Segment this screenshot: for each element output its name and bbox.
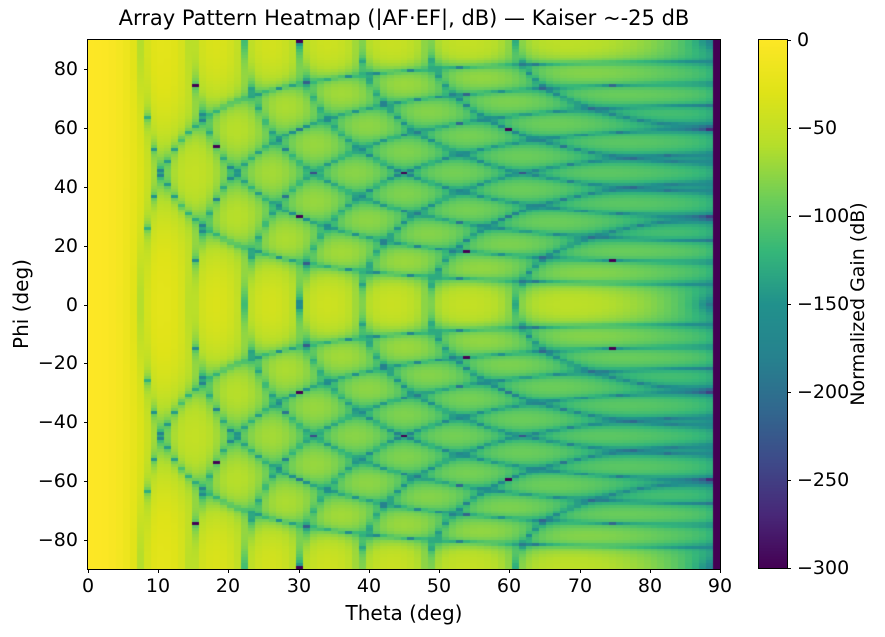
- y-axis-tick-label: 20: [53, 235, 78, 257]
- colorbar-tick: [787, 480, 791, 481]
- x-axis-tick: [720, 569, 721, 573]
- colorbar-tick: [787, 216, 791, 217]
- y-axis-tick: [84, 187, 88, 188]
- colorbar-tick-label: −200: [797, 381, 850, 403]
- x-axis-tick-label: 60: [496, 575, 522, 597]
- y-axis-tick-label: −80: [37, 529, 78, 551]
- x-axis-tick-label: 30: [286, 575, 312, 597]
- y-axis-tick-label: 40: [53, 176, 78, 198]
- y-axis-tick-label: −60: [37, 470, 78, 492]
- x-axis-tick: [650, 569, 651, 573]
- colorbar-tick-label: 0: [797, 29, 810, 51]
- x-axis-tick: [228, 569, 229, 573]
- x-axis-tick: [369, 569, 370, 573]
- x-axis-tick-label: 90: [707, 575, 733, 597]
- x-axis-label: Theta (deg): [345, 601, 463, 625]
- y-axis-tick: [84, 540, 88, 541]
- y-axis-tick-label: 80: [53, 58, 78, 80]
- y-axis-tick-label: 60: [53, 117, 78, 139]
- x-axis-tick-label: 10: [145, 575, 171, 597]
- colorbar-tick: [787, 128, 791, 129]
- x-axis-tick: [509, 569, 510, 573]
- x-axis-tick: [439, 569, 440, 573]
- y-axis-tick: [84, 422, 88, 423]
- colorbar-tick-label: −300: [797, 557, 850, 579]
- colorbar-canvas: [759, 40, 787, 568]
- colorbar-tick: [787, 392, 791, 393]
- x-axis-tick-label: 40: [356, 575, 382, 597]
- y-axis-tick: [84, 128, 88, 129]
- x-axis-tick-label: 70: [567, 575, 593, 597]
- colorbar-tick-label: −150: [797, 293, 850, 315]
- x-axis-tick: [580, 569, 581, 573]
- x-axis-tick-label: 80: [637, 575, 663, 597]
- y-axis-tick-label: −40: [37, 411, 78, 433]
- colorbar-tick: [787, 304, 791, 305]
- y-axis-tick-label: 0: [65, 294, 78, 316]
- x-axis-tick: [88, 569, 89, 573]
- chart-title: Array Pattern Heatmap (|AF·EF|, dB) — Ka…: [118, 6, 690, 30]
- colorbar-tick-label: −100: [797, 205, 850, 227]
- x-axis-tick-label: 50: [426, 575, 452, 597]
- y-axis-tick: [84, 481, 88, 482]
- y-axis-tick: [84, 69, 88, 70]
- x-axis-tick: [299, 569, 300, 573]
- y-axis-tick: [84, 305, 88, 306]
- heatmap-canvas: [88, 40, 720, 569]
- colorbar-tick: [787, 40, 791, 41]
- y-axis-tick: [84, 246, 88, 247]
- x-axis-tick-label: 0: [81, 575, 95, 597]
- colorbar-tick-label: −50: [797, 117, 838, 139]
- colorbar-tick: [787, 568, 791, 569]
- x-axis-tick: [158, 569, 159, 573]
- x-axis-tick-label: 20: [215, 575, 241, 597]
- y-axis-tick: [84, 363, 88, 364]
- colorbar-tick-label: −250: [797, 469, 850, 491]
- y-axis-tick-label: −20: [37, 352, 78, 374]
